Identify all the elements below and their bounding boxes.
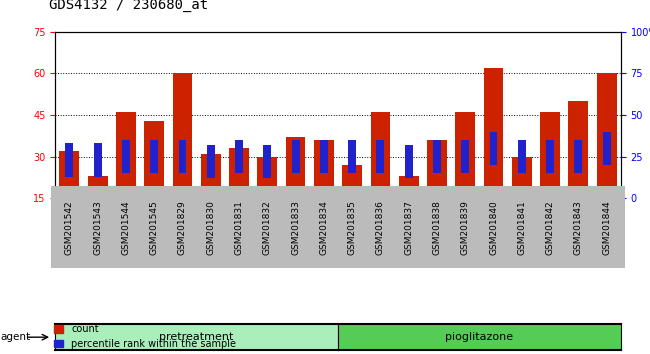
Bar [603, 132, 610, 165]
Bar [207, 145, 215, 178]
Text: GSM201544: GSM201544 [122, 200, 131, 255]
Text: GSM201830: GSM201830 [206, 200, 215, 255]
Bar [257, 156, 277, 198]
Text: GSM201835: GSM201835 [348, 200, 357, 255]
Bar [569, 101, 588, 198]
Bar [489, 132, 497, 165]
Text: GSM201834: GSM201834 [319, 200, 328, 255]
Bar [88, 176, 107, 198]
Text: GDS4132 / 230680_at: GDS4132 / 230680_at [49, 0, 208, 12]
Text: GSM201841: GSM201841 [517, 200, 526, 255]
Text: GSM201839: GSM201839 [461, 200, 470, 255]
Bar [173, 74, 192, 198]
Bar [456, 112, 475, 198]
Legend: count, percentile rank within the sample: count, percentile rank within the sample [53, 324, 236, 349]
Text: GSM201545: GSM201545 [150, 200, 159, 255]
Text: GSM201543: GSM201543 [93, 200, 102, 255]
Text: GSM201832: GSM201832 [263, 200, 272, 255]
Bar [343, 165, 362, 198]
Bar [427, 140, 447, 198]
Bar [597, 74, 616, 198]
Text: agent: agent [1, 332, 31, 342]
Bar [229, 148, 249, 198]
Bar [235, 140, 243, 173]
Text: GSM201843: GSM201843 [574, 200, 583, 255]
Bar [320, 140, 328, 173]
Bar [462, 140, 469, 173]
Text: pioglitazone: pioglitazone [445, 332, 514, 342]
Text: GSM201829: GSM201829 [178, 200, 187, 255]
Bar [575, 140, 582, 173]
Bar [94, 143, 101, 177]
Bar [144, 121, 164, 198]
Bar [286, 137, 306, 198]
Bar [314, 140, 333, 198]
Text: GSM201831: GSM201831 [235, 200, 244, 255]
Text: pretreatment: pretreatment [159, 332, 234, 342]
Bar [540, 112, 560, 198]
Bar [512, 156, 532, 198]
Bar [518, 140, 526, 173]
Bar [399, 176, 419, 198]
Text: GSM201542: GSM201542 [65, 200, 74, 255]
Bar [405, 145, 413, 178]
Bar [370, 112, 390, 198]
Text: GSM201837: GSM201837 [404, 200, 413, 255]
Text: GSM201838: GSM201838 [432, 200, 441, 255]
Bar [348, 140, 356, 173]
Bar [122, 140, 130, 173]
Bar [116, 112, 136, 198]
Bar [376, 140, 384, 173]
Text: GSM201836: GSM201836 [376, 200, 385, 255]
Bar [150, 140, 158, 173]
Text: GSM201840: GSM201840 [489, 200, 498, 255]
Text: GSM201844: GSM201844 [602, 200, 611, 255]
Bar [292, 140, 300, 173]
Bar [179, 140, 187, 173]
Bar [433, 140, 441, 173]
Text: GSM201833: GSM201833 [291, 200, 300, 255]
Bar [60, 151, 79, 198]
Bar [546, 140, 554, 173]
Bar [484, 68, 503, 198]
Text: GSM201842: GSM201842 [545, 200, 554, 255]
Bar [201, 154, 220, 198]
Bar [263, 145, 271, 178]
Bar [66, 143, 73, 177]
